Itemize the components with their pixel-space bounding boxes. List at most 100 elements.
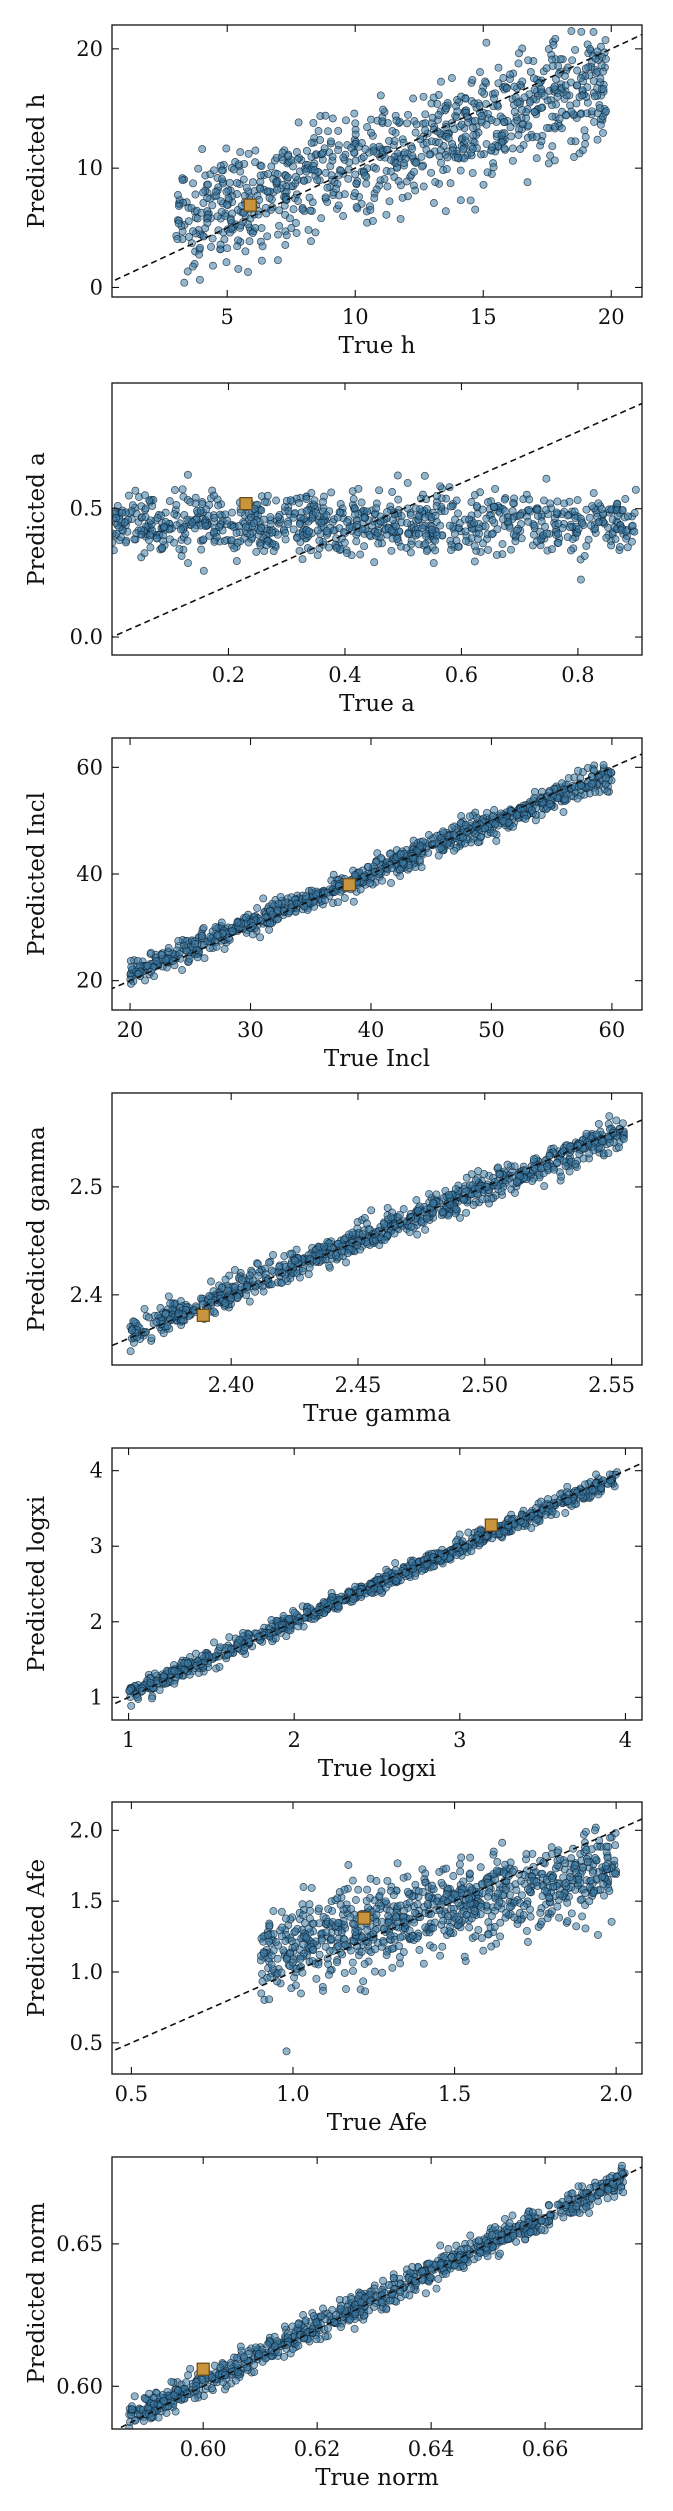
x-tick-label: 0.4 xyxy=(328,663,361,687)
data-point xyxy=(178,966,187,974)
x-tick-label: 50 xyxy=(478,1018,505,1042)
data-point xyxy=(548,1507,557,1516)
y-axis-label: Predicted a xyxy=(24,452,50,586)
data-point xyxy=(281,528,290,537)
data-point xyxy=(411,186,420,195)
data-point xyxy=(342,1258,350,1267)
data-point xyxy=(470,491,479,499)
data-point xyxy=(210,513,219,522)
data-point xyxy=(295,520,304,528)
data-point xyxy=(245,237,254,246)
data-point xyxy=(471,205,480,214)
data-point xyxy=(256,184,264,193)
data-point xyxy=(468,144,477,153)
data-point xyxy=(623,512,632,521)
data-point xyxy=(612,1116,621,1125)
data-point xyxy=(191,190,200,199)
data-point xyxy=(327,137,335,146)
data-point xyxy=(284,519,292,528)
data-point xyxy=(585,513,594,522)
data-point xyxy=(484,545,493,554)
data-point xyxy=(471,1176,480,1185)
data-point xyxy=(421,513,430,522)
x-tick-label: 10 xyxy=(342,305,369,329)
data-point xyxy=(594,1490,603,1499)
data-point xyxy=(414,529,423,538)
axes-frame xyxy=(111,1092,643,1366)
data-point xyxy=(383,507,392,516)
data-point xyxy=(253,904,262,913)
data-point xyxy=(606,768,615,777)
data-point xyxy=(446,179,455,188)
data-point xyxy=(553,1158,562,1167)
data-point xyxy=(515,511,524,520)
data-point xyxy=(461,527,470,536)
data-point xyxy=(266,520,275,529)
data-point xyxy=(232,557,241,566)
data-point xyxy=(213,931,222,940)
data-point xyxy=(307,1883,316,1892)
data-point xyxy=(372,504,381,513)
data-point xyxy=(570,773,579,782)
data-point xyxy=(581,133,590,141)
data-point xyxy=(630,527,639,536)
data-point xyxy=(227,224,235,233)
data-point xyxy=(403,518,411,527)
data-point xyxy=(488,143,497,152)
data-point xyxy=(491,484,500,493)
data-point xyxy=(512,1177,521,1186)
data-point xyxy=(421,1225,430,1234)
data-point xyxy=(422,532,431,541)
data-point xyxy=(124,491,133,500)
data-point xyxy=(339,153,348,162)
data-point xyxy=(611,1841,620,1850)
data-point xyxy=(421,1869,430,1878)
data-point xyxy=(241,247,250,256)
data-point xyxy=(602,107,610,116)
data-point xyxy=(233,538,242,547)
data-point xyxy=(356,550,365,559)
data-point xyxy=(562,91,571,100)
data-point xyxy=(361,145,370,154)
data-point xyxy=(274,513,283,521)
data-point xyxy=(257,256,266,265)
data-point xyxy=(244,268,252,277)
data-point xyxy=(589,28,598,36)
data-point xyxy=(173,235,182,243)
data-point xyxy=(518,120,527,129)
data-point xyxy=(169,956,178,965)
data-point xyxy=(567,107,576,116)
data-point xyxy=(291,1256,300,1265)
data-point xyxy=(220,945,229,953)
data-point xyxy=(248,921,257,930)
y-axis-label: Predicted Incl xyxy=(24,792,50,956)
data-point xyxy=(156,1304,165,1312)
data-point xyxy=(483,808,491,817)
data-point xyxy=(427,168,436,177)
data-point xyxy=(630,509,639,517)
data-point xyxy=(317,518,326,527)
data-point xyxy=(322,511,331,520)
data-point xyxy=(370,1967,379,1976)
data-point xyxy=(436,482,445,491)
data-point xyxy=(395,1210,404,1219)
data-point xyxy=(411,158,420,167)
data-point xyxy=(408,144,417,153)
data-point xyxy=(578,91,587,100)
data-point xyxy=(228,508,236,517)
data-point xyxy=(502,84,511,93)
data-point xyxy=(525,98,534,107)
data-point xyxy=(334,201,343,210)
data-point xyxy=(478,1195,487,1204)
data-point xyxy=(374,539,383,548)
data-point xyxy=(571,137,580,146)
data-point xyxy=(363,507,372,516)
data-point xyxy=(174,219,183,228)
data-point xyxy=(387,878,395,887)
data-point xyxy=(332,184,341,193)
y-tick-label: 2 xyxy=(90,1610,103,1634)
data-point xyxy=(510,107,519,116)
data-point xyxy=(392,116,401,125)
data-point xyxy=(339,212,348,220)
data-point xyxy=(500,495,509,504)
